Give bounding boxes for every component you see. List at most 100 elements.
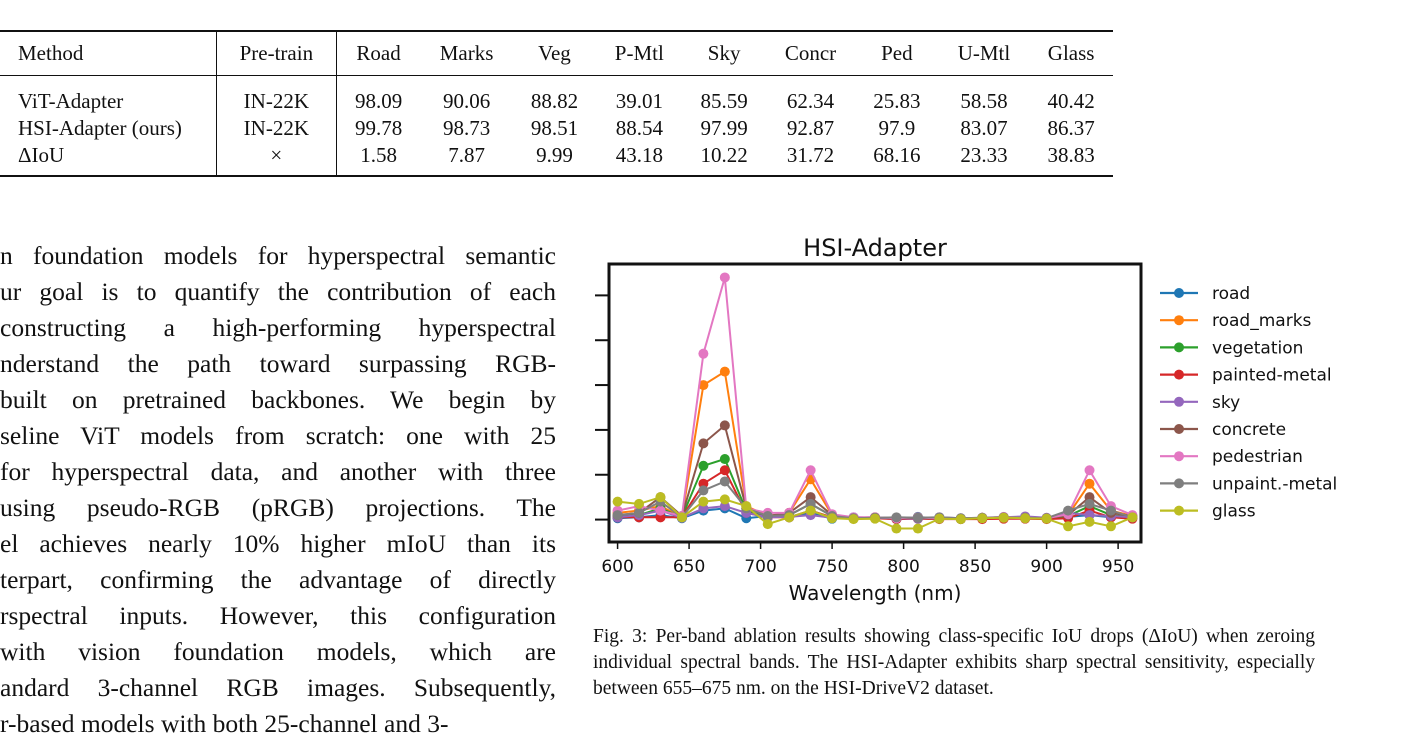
legend-label: vegetation [1212, 338, 1303, 358]
data-point-glass [912, 523, 923, 534]
legend-swatch-marker [1174, 288, 1184, 298]
table-row: ΔIoU × 1.58 7.87 9.99 43.18 10.22 31.72 68.16 23.… [0, 142, 1113, 176]
data-point-unpaint.-metal [634, 507, 645, 518]
legend-swatch-marker [1174, 342, 1184, 353]
table-cell: 58.58 [960, 89, 1008, 113]
x-tick-label: 650 [673, 557, 705, 577]
data-point-glass [1127, 512, 1138, 523]
legend-label: sky [1212, 393, 1240, 413]
table-header-cell: Concr [784, 41, 837, 65]
table-cell: 40.42 [1047, 89, 1095, 113]
table-cell: ViT-Adapter [0, 75, 217, 115]
table-cell: 90.06 [442, 89, 491, 113]
table-row: HSI-Adapter (ours) IN-22K 99.78 98.73 98.51 8… [0, 115, 1113, 142]
line-chart: HSI-Adapter 600 650 700 750 800 850 900 950 Wavel… [595, 234, 1337, 605]
body-text-line: nderstand the path toward surpassing RGB… [0, 349, 556, 378]
table-cell: 86.37 [1047, 116, 1095, 140]
legend-label: unpaint.-metal [1212, 474, 1337, 494]
table-row: ViT-Adapter IN-22K 98.09 90.06 88.82 39.01 85.… [0, 75, 1113, 115]
table-header-cell: Pre-train [216, 31, 337, 76]
legend-swatch-marker [1174, 369, 1184, 380]
body-text-column: n foundation models for hyperspectral se… [0, 238, 556, 742]
data-point-glass [784, 512, 795, 523]
x-tick-label: 800 [887, 557, 919, 577]
x-tick-label: 600 [601, 557, 633, 577]
series-line-pedestrian [617, 277, 1133, 520]
table-cell: 99.78 [354, 116, 403, 140]
series-line-vegetation [617, 457, 1133, 521]
legend-swatch-marker [1174, 315, 1184, 326]
table-header-cell: Marks [439, 41, 494, 65]
data-point-glass [1041, 513, 1052, 524]
body-text-line: terpart, confirming the advantage of dir… [0, 565, 556, 594]
x-tick-label: 700 [744, 557, 776, 577]
body-text-line: el achieves nearly 10% higher mIoU than … [0, 529, 556, 558]
x-tick-label: 950 [1102, 557, 1134, 577]
x-tick-label: 750 [816, 557, 848, 577]
body-text-line: for hyperspectral data, and another with… [0, 457, 556, 486]
table-cell: 83.07 [960, 116, 1008, 140]
data-point-glass [998, 512, 1009, 523]
data-point-glass [741, 501, 752, 512]
body-text-line: using pseudo-RGB (pRGB) projections. The [0, 493, 556, 522]
data-point-unpaint.-metal [698, 485, 709, 496]
data-point-unpaint.-metal [1084, 498, 1095, 509]
data-point-glass [612, 496, 623, 507]
data-point-concrete [719, 420, 730, 431]
data-point-glass [719, 494, 730, 505]
data-point-glass [805, 505, 816, 516]
body-text-line: n foundation models for hyperspectral se… [0, 241, 556, 270]
body-text-line: seline ViT models from scratch: one with… [0, 421, 556, 450]
table-cell: 23.33 [960, 143, 1008, 167]
data-point-pedestrian [719, 272, 730, 283]
table-cell: IN-22K [216, 75, 337, 115]
table-header-cell: Method [0, 31, 217, 76]
table-cell: 25.83 [873, 89, 921, 113]
table-cell: 92.87 [786, 116, 835, 140]
table-cell: ΔIoU [0, 142, 217, 176]
legend-swatch-marker [1174, 396, 1184, 407]
table-cell: 31.72 [786, 143, 835, 167]
table-cell: × [216, 142, 337, 176]
table-cell: HSI-Adapter (ours) [0, 115, 217, 142]
data-point-road_marks [719, 366, 730, 377]
table-cell: 88.82 [530, 89, 579, 113]
plot-frame [607, 262, 1143, 544]
data-point-unpaint.-metal [912, 512, 923, 523]
data-point-glass [634, 498, 645, 509]
data-point-glass [762, 519, 773, 530]
data-point-pedestrian [698, 348, 709, 359]
data-point-glass [934, 513, 945, 524]
table-header-row: Method Pre-train Road Marks Veg P-Mtl Sky Concr… [0, 31, 1113, 76]
legend-swatch-marker [1174, 424, 1184, 434]
body-text-line: ur goal is to quantify the contribution … [0, 277, 556, 306]
legend-label: pedestrian [1212, 447, 1303, 467]
data-point-glass [698, 496, 709, 507]
legend-label: road_marks [1212, 311, 1312, 331]
body-text-line: andard 3-channel RGB images. Subsequentl… [0, 673, 556, 702]
legend-swatch-marker [1174, 505, 1184, 516]
table-header-cell: Road [356, 41, 401, 65]
data-point-glass [891, 523, 902, 534]
results-table: Method Pre-train Road Marks Veg P-Mtl Sky Concr… [0, 30, 1113, 177]
body-text-line: rspectral inputs. However, this configur… [0, 601, 556, 630]
table-header-cell: Glass [1047, 41, 1095, 65]
data-point-unpaint.-metal [891, 512, 902, 523]
data-point-glass [1084, 516, 1095, 527]
table-cell: 88.54 [615, 116, 663, 140]
data-point-unpaint.-metal [612, 510, 623, 521]
data-point-glass [1063, 521, 1074, 532]
table-cell: 98.51 [530, 116, 579, 140]
body-text-line: with vision foundation models, which are [0, 637, 556, 666]
legend-label: glass [1212, 502, 1256, 522]
table-cell: 97.9 [878, 116, 916, 140]
data-point-unpaint.-metal [719, 476, 730, 487]
table-cell: 43.18 [615, 143, 663, 167]
data-point-unpaint.-metal [762, 510, 773, 521]
data-point-vegetation [698, 460, 709, 471]
table-header-cell: Sky [707, 41, 741, 65]
figure-hsi-adapter-chart: HSI-Adapter 600 650 700 750 800 850 900 950 Wavel… [595, 230, 1370, 610]
data-point-glass [1020, 513, 1031, 524]
data-point-unpaint.-metal [1105, 505, 1116, 516]
table-cell: 68.16 [873, 143, 921, 167]
